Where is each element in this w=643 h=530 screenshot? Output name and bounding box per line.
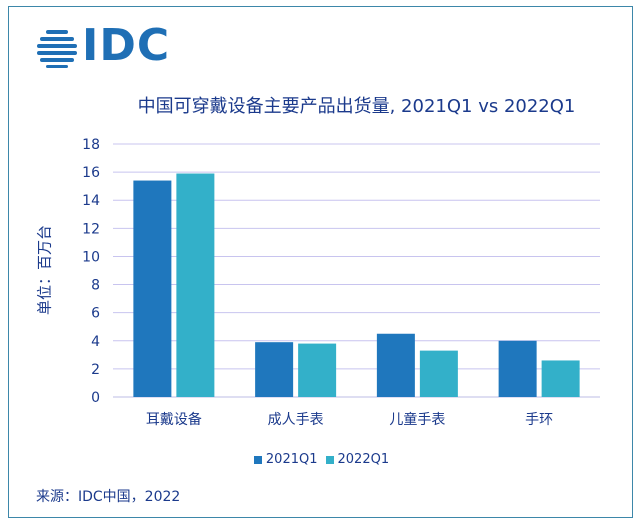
bar: [176, 173, 215, 397]
idc-logo-text: IDC: [82, 20, 171, 71]
y-tick-label: 10: [82, 249, 100, 265]
x-tick-label: 成人手表: [268, 412, 324, 428]
y-tick-label: 18: [82, 137, 100, 153]
bar: [133, 180, 172, 397]
chart-frame: [8, 6, 633, 518]
y-tick-label: 2: [91, 362, 100, 378]
y-tick-label: 12: [82, 221, 100, 237]
y-tick-label: 14: [82, 193, 100, 209]
idc-logo-icon: [37, 30, 77, 68]
bar: [298, 343, 337, 397]
bar-chart: 0 2 4 6 8 10 12 14 16 18 耳戴设备 成人手表 儿童手表 手环: [82, 137, 600, 428]
legend-item: 2022Q1: [325, 452, 390, 467]
bar: [541, 360, 580, 397]
bar: [419, 350, 458, 397]
x-tick-label: 儿童手表: [389, 411, 445, 428]
legend-label: 2022Q1: [337, 452, 390, 467]
y-tick-label: 0: [91, 390, 100, 406]
x-tick-label: 手环: [525, 412, 553, 428]
legend-item: 2021Q1: [253, 452, 318, 467]
bar: [376, 333, 415, 397]
chart-legend: 2021Q1 2022Q1: [0, 452, 643, 468]
bar: [498, 340, 537, 397]
legend-swatch: [253, 455, 262, 464]
y-tick-label: 4: [91, 334, 100, 350]
bar: [255, 342, 294, 397]
legend-swatch: [325, 455, 334, 464]
y-tick-label: 8: [91, 278, 100, 294]
chart-title: 中国可穿戴设备主要产品出货量, 2021Q1 vs 2022Q1: [137, 96, 576, 117]
y-tick-label: 6: [91, 306, 100, 322]
source-note: 来源：IDC中国，2022: [36, 489, 181, 505]
legend-label: 2021Q1: [265, 452, 318, 467]
y-tick-label: 16: [82, 165, 100, 181]
x-tick-label: 耳戴设备: [146, 411, 202, 428]
